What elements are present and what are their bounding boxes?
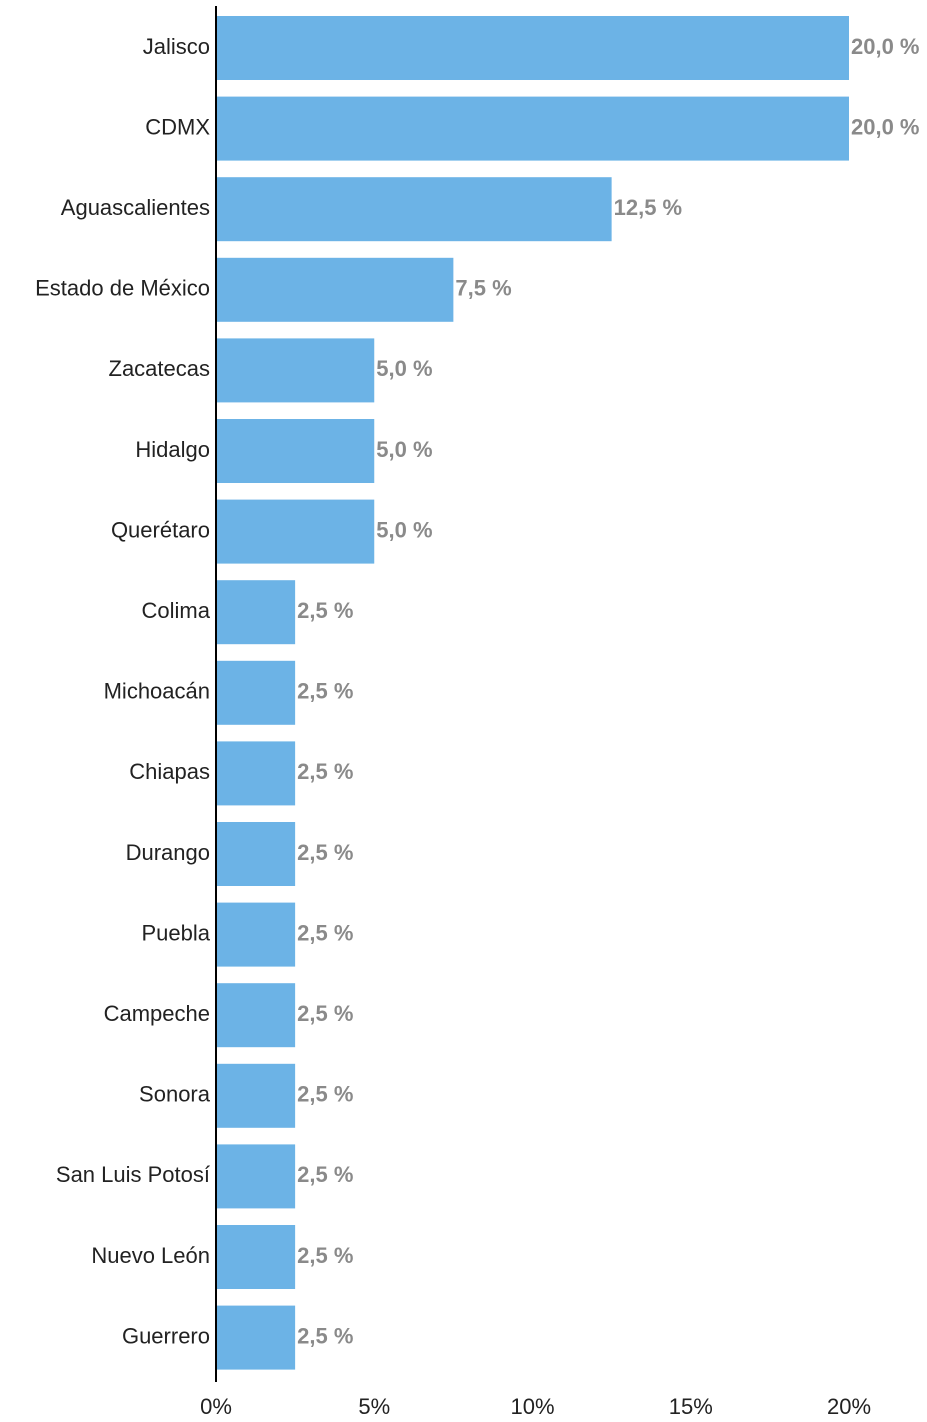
value-label: 2,5 %	[297, 598, 353, 623]
value-label: 2,5 %	[297, 1082, 353, 1107]
value-label: 5,0 %	[376, 356, 432, 381]
bar	[216, 499, 375, 564]
value-label: 12,5 %	[614, 195, 683, 220]
value-label: 2,5 %	[297, 1001, 353, 1026]
category-label: Chiapas	[129, 759, 210, 784]
value-label: 7,5 %	[455, 276, 511, 301]
x-tick-label: 20%	[827, 1394, 871, 1419]
bar	[216, 1063, 296, 1128]
category-label: CDMX	[145, 114, 210, 139]
category-label: Guerrero	[122, 1323, 210, 1348]
bar	[216, 1225, 296, 1289]
category-label: Zacatecas	[109, 356, 211, 381]
bar	[216, 660, 296, 725]
value-label: 2,5 %	[297, 759, 353, 784]
bar	[216, 177, 612, 242]
category-label: San Luis Potosí	[56, 1162, 210, 1187]
value-label: 20,0 %	[851, 34, 920, 59]
x-tick-label: 5%	[358, 1394, 390, 1419]
bar	[216, 96, 849, 161]
value-label: 20,0 %	[851, 114, 920, 139]
value-label: 2,5 %	[297, 1243, 353, 1268]
category-label: Nuevo León	[91, 1243, 210, 1268]
category-label: Durango	[126, 840, 210, 865]
category-label: Michoacán	[104, 679, 210, 704]
category-label: Querétaro	[111, 517, 210, 542]
value-label: 2,5 %	[297, 1323, 353, 1348]
category-label: Hidalgo	[135, 437, 210, 462]
bar	[216, 16, 849, 80]
category-label: Estado de México	[35, 276, 210, 301]
category-label: Colima	[142, 598, 211, 623]
value-label: 2,5 %	[297, 920, 353, 945]
bar	[216, 983, 296, 1048]
bar	[216, 822, 296, 886]
bar	[216, 1144, 296, 1209]
x-tick-label: 15%	[669, 1394, 713, 1419]
value-label: 2,5 %	[297, 679, 353, 704]
bar	[216, 1305, 296, 1370]
x-tick-label: 0%	[200, 1394, 232, 1419]
bar	[216, 580, 296, 645]
bar	[216, 902, 296, 967]
category-label: Jalisco	[143, 34, 210, 59]
bar	[216, 257, 454, 322]
category-label: Puebla	[141, 920, 210, 945]
bar	[216, 338, 375, 403]
category-label: Sonora	[139, 1082, 211, 1107]
value-label: 2,5 %	[297, 1162, 353, 1187]
x-tick-label: 10%	[510, 1394, 554, 1419]
bar	[216, 741, 296, 806]
value-label: 5,0 %	[376, 437, 432, 462]
bar	[216, 419, 375, 483]
value-label: 2,5 %	[297, 840, 353, 865]
category-label: Aguascalientes	[61, 195, 210, 220]
value-label: 5,0 %	[376, 517, 432, 542]
category-label: Campeche	[104, 1001, 210, 1026]
